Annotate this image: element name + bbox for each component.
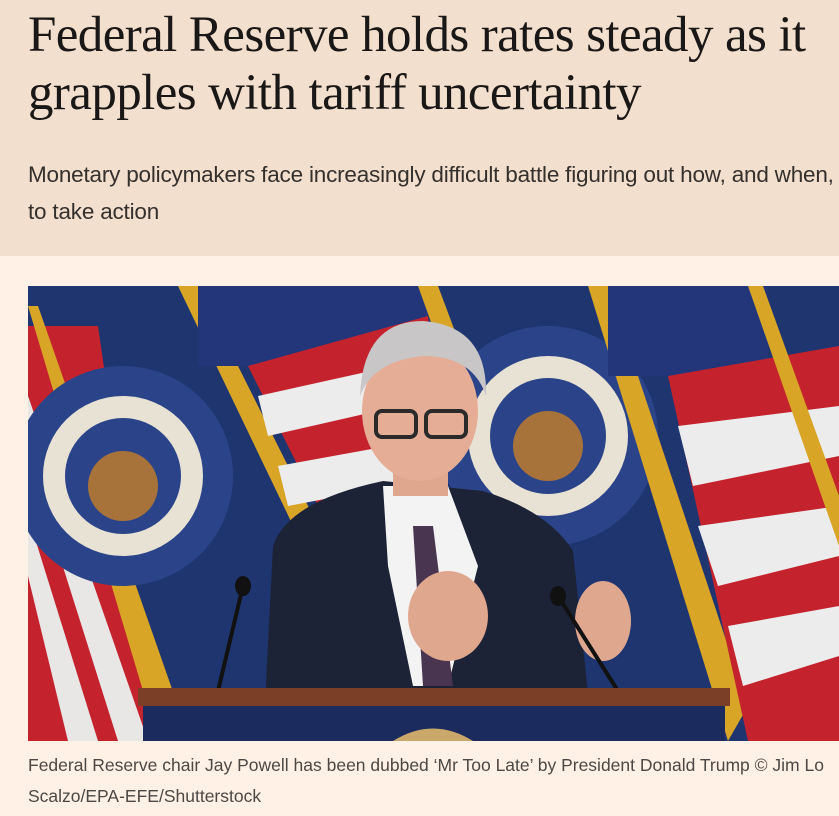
us-flag-right xyxy=(608,286,839,741)
headline: Federal Reserve holds rates steady as it… xyxy=(28,7,806,121)
photo-caption: Federal Reserve chair Jay Powell has bee… xyxy=(28,755,824,806)
speaker-figure xyxy=(263,321,631,741)
article-header: Federal Reserve holds rates steady as it… xyxy=(0,0,839,256)
podium xyxy=(138,688,730,741)
fed-seal-left xyxy=(28,366,233,586)
fed-seal-right xyxy=(438,326,658,546)
article-photo xyxy=(28,286,839,741)
standfirst: Monetary policymakers face increasingly … xyxy=(28,162,834,224)
photo-illustration xyxy=(28,286,839,741)
